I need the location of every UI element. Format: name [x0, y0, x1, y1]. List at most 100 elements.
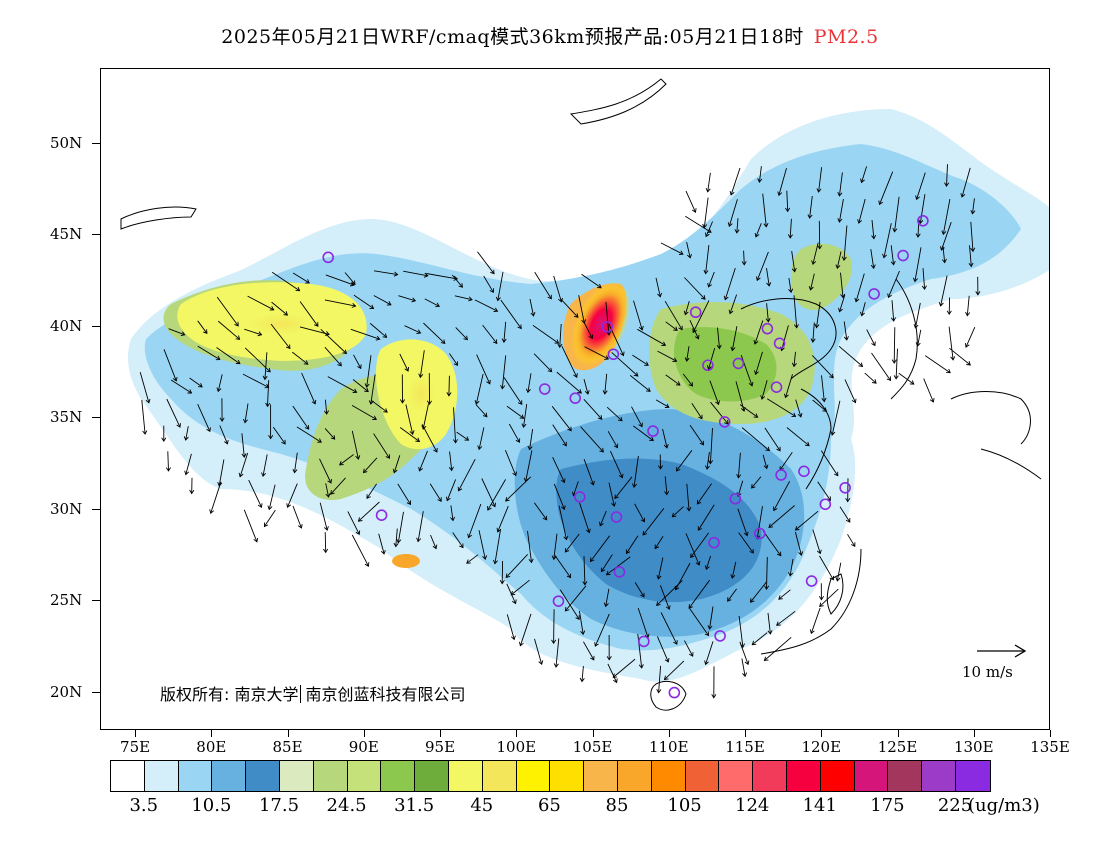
wind-arrow: [737, 508, 748, 536]
wind-arrow: [393, 455, 401, 473]
wind-arrow-head: [286, 503, 291, 508]
wind-arrow-head: [704, 631, 709, 637]
copyright-separator: [300, 685, 302, 703]
wind-arrow: [559, 323, 562, 348]
wind-arrow-head: [505, 573, 511, 579]
wind-arrow-head: [283, 311, 289, 316]
wind-arrow: [506, 614, 515, 640]
wind-arrow: [816, 301, 821, 328]
wind-arrow: [395, 528, 398, 547]
wind-arrow-head: [970, 210, 976, 215]
wind-arrow: [506, 405, 524, 419]
wind-arrow: [767, 612, 771, 634]
wind-arrow-head: [736, 473, 742, 479]
wind-arrow: [812, 242, 819, 265]
wind-arrow: [614, 476, 633, 499]
wind-arrow-head: [453, 361, 459, 366]
wind-arrow-head: [829, 373, 834, 379]
legend-swatch: [550, 761, 585, 791]
wind-arrow-head: [563, 535, 569, 541]
wind-arrow-head: [189, 489, 195, 495]
wind-arrow: [351, 430, 359, 460]
map-area[interactable]: [100, 68, 1050, 730]
wind-arrow-head: [688, 604, 693, 609]
wind-arrow: [768, 505, 795, 528]
wind-arrow-head: [383, 408, 388, 413]
station-marker: [819, 498, 832, 511]
wind-arrow-head: [684, 357, 690, 362]
legend-swatch: [448, 761, 483, 791]
wind-arrow: [217, 320, 240, 340]
wind-arrow-head: [664, 657, 670, 663]
wind-arrow-head: [463, 335, 468, 341]
wind-arrow-head: [303, 360, 309, 365]
legend-swatch: [279, 761, 314, 791]
wind-arrow-head: [657, 292, 663, 298]
wind-arrow-head: [564, 606, 570, 612]
station-marker: [538, 383, 551, 395]
wind-arrow: [248, 479, 262, 508]
wind-arrow: [553, 533, 558, 560]
wind-arrow-head: [311, 399, 317, 405]
wind-arrow-head: [657, 465, 663, 470]
wind-arrow: [605, 301, 610, 335]
lat-tick: [92, 325, 100, 327]
wind-arrow-head: [295, 286, 301, 292]
wind-arrow-head: [678, 250, 684, 255]
wind-arrow-head: [368, 400, 374, 405]
wind-arrow: [270, 323, 291, 349]
wind-arrow: [879, 171, 894, 205]
wind-arrow: [686, 241, 691, 258]
wind-arrow: [580, 426, 604, 453]
legend-tick-label: 141: [802, 795, 837, 816]
wind-arrow-head: [364, 383, 370, 388]
wind-arrow-head: [970, 247, 976, 253]
wind-arrow-head: [946, 368, 951, 374]
wind-arrow: [739, 404, 758, 418]
wind-arrow: [604, 373, 608, 394]
wind-arrow: [519, 613, 532, 646]
wind-arrow: [915, 302, 921, 328]
wind-arrow-head: [886, 376, 891, 382]
wind-arrow: [561, 346, 578, 378]
wind-arrow-head: [386, 301, 392, 306]
wind-arrow-head: [631, 483, 637, 489]
wind-arrow-head: [263, 522, 269, 528]
station-marker: [613, 566, 626, 578]
wind-arrow: [578, 610, 584, 635]
wind-arrow-head: [406, 500, 412, 506]
wind-arrow-head: [500, 384, 506, 390]
wind-arrow-head: [860, 311, 865, 317]
wind-arrow-head: [663, 443, 669, 449]
wind-arrow: [398, 295, 416, 302]
wind-arrow-head: [564, 547, 570, 553]
wind-arrow-head: [355, 455, 361, 460]
wind-arrow: [503, 377, 523, 405]
wind-arrow-head: [161, 437, 167, 442]
wind-arrow: [891, 300, 895, 322]
wind-arrow: [189, 377, 203, 388]
wind-arrow-head: [611, 502, 617, 507]
wind-arrow-head: [633, 372, 639, 377]
legend-swatch: [786, 761, 821, 791]
wind-arrow-head: [176, 423, 181, 428]
wind-arrow: [554, 555, 571, 578]
wind-arrow-head: [198, 383, 203, 388]
wind-arrow: [474, 299, 498, 312]
wind-arrow-head: [525, 388, 531, 394]
wind-arrow: [633, 300, 643, 331]
wind-arrow-head: [268, 434, 274, 440]
lon-tick: [287, 730, 289, 737]
station-marker: [638, 635, 650, 648]
wind-arrow: [583, 641, 595, 661]
wind-arrow-head: [219, 417, 225, 423]
wind-arrow-head: [323, 526, 329, 531]
wind-arrow-head: [749, 598, 755, 603]
wind-arrow-head: [495, 296, 501, 302]
wind-arrow: [292, 351, 309, 365]
wind-arrow-head: [482, 412, 488, 418]
lon-label-80E: 80E: [196, 738, 227, 756]
lat-label-40N: 40N: [50, 316, 83, 335]
wind-arrow-head: [808, 285, 814, 291]
legend-tick-label: 31.5: [394, 795, 435, 816]
